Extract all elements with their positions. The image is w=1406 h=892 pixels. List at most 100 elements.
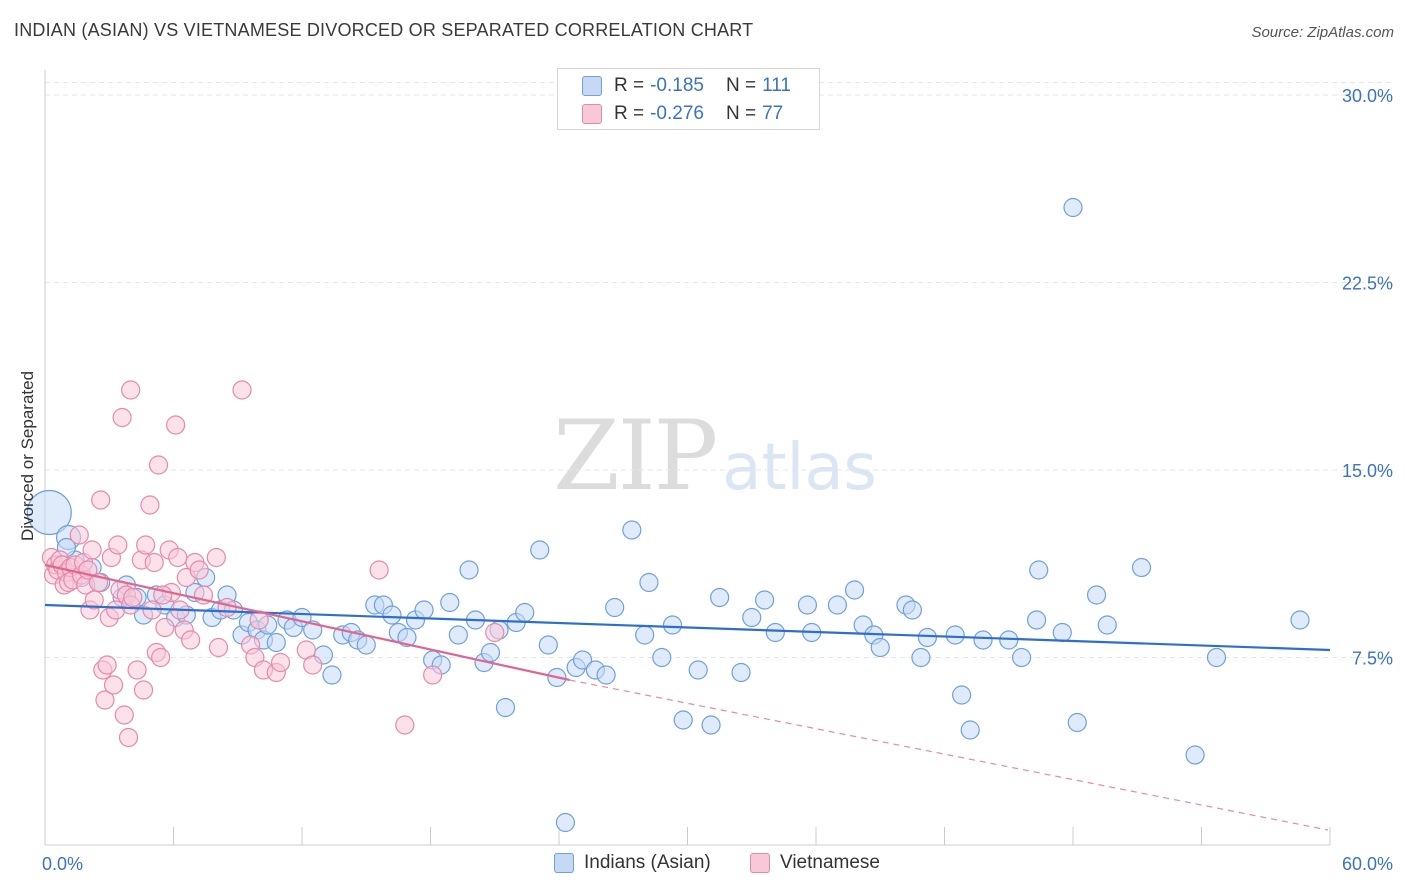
point-vietnamese — [155, 617, 175, 638]
point-vietnamese — [118, 727, 139, 748]
point-vietnamese — [97, 655, 117, 675]
swatch-vietnamese — [582, 104, 602, 124]
axes — [44, 70, 1331, 846]
point-vietnamese — [123, 587, 143, 608]
watermark: ZIPatlas — [553, 400, 877, 512]
stats-legend-row-vietnamese: R = -0.276 N = 77 — [582, 101, 783, 127]
point-vietnamese — [206, 547, 226, 568]
point-vietnamese — [133, 680, 154, 700]
legend-label-vietnamese: Vietnamese — [780, 852, 880, 873]
point-indians — [572, 650, 593, 670]
point-vietnamese — [136, 535, 156, 555]
trend-line-vietnamese — [44, 563, 570, 682]
point-vietnamese — [144, 552, 164, 573]
y-tick-label: 22.5% — [1342, 274, 1393, 294]
point-indians — [1086, 585, 1107, 605]
point-indians — [844, 580, 865, 600]
stats-legend: R = -0.185 N = 111 R = -0.276 N = 77 — [557, 68, 820, 130]
point-vietnamese — [114, 705, 134, 725]
point-indians — [1011, 647, 1032, 668]
point-indians — [459, 560, 479, 580]
point-vietnamese — [168, 547, 188, 568]
trend-line-vietnamese-extension — [569, 679, 1328, 831]
point-indians — [701, 715, 721, 735]
point-vietnamese — [270, 652, 291, 673]
source-label: Source: ZipAtlas.com — [1251, 24, 1394, 41]
point-vietnamese — [82, 540, 102, 560]
point-indians — [765, 622, 785, 643]
point-indians — [710, 587, 730, 608]
point-indians — [1052, 622, 1072, 643]
point-vietnamese — [108, 535, 128, 555]
legend-item-indians[interactable]: Indians (Asian) — [554, 852, 711, 874]
r-value-indians: -0.185 — [650, 75, 704, 96]
point-indians — [1067, 712, 1087, 733]
point-indians — [1206, 647, 1227, 668]
point-vietnamese — [303, 655, 323, 675]
point-vietnamese — [166, 415, 186, 435]
point-indians — [1131, 557, 1152, 578]
point-vietnamese — [127, 660, 147, 680]
point-vietnamese — [140, 495, 160, 515]
trend-lines — [44, 563, 1331, 831]
point-indians — [1185, 745, 1205, 765]
point-vietnamese — [112, 407, 132, 428]
series-legend: Indians (Asian) Vietnamese — [0, 852, 1406, 878]
tick-labels: 7.5% 15.0% 22.5% 30.0% 0.0% 60.0% — [42, 86, 1393, 874]
point-indians — [440, 592, 460, 613]
point-indians — [555, 812, 576, 833]
watermark-zip: ZIP — [553, 400, 718, 512]
n-value-vietnamese: 77 — [762, 103, 784, 124]
point-vietnamese — [189, 560, 209, 580]
point-vietnamese — [103, 675, 124, 695]
n-label: N = — [725, 103, 757, 124]
point-vietnamese — [208, 637, 229, 658]
legend-item-vietnamese[interactable]: Vietnamese — [750, 852, 880, 874]
point-indians — [673, 710, 693, 730]
point-indians — [911, 647, 931, 668]
r-label: R = — [614, 75, 645, 96]
point-indians — [538, 635, 558, 655]
point-indians — [1026, 610, 1047, 630]
point-indians — [495, 697, 516, 718]
point-indians — [1029, 560, 1049, 580]
point-vietnamese — [148, 455, 169, 475]
point-indians — [605, 597, 625, 618]
data-points — [26, 197, 1310, 833]
point-indians — [662, 615, 683, 635]
point-indians — [827, 595, 848, 615]
r-value-vietnamese: -0.276 — [650, 103, 704, 124]
point-vietnamese — [95, 690, 115, 710]
point-indians — [26, 489, 72, 536]
point-indians — [622, 520, 642, 540]
swatch-indians — [582, 76, 602, 96]
legend-label-indians: Indians (Asian) — [584, 852, 711, 873]
point-indians — [652, 647, 672, 668]
point-vietnamese — [121, 380, 141, 400]
point-indians — [731, 662, 751, 683]
point-vietnamese — [423, 665, 443, 685]
legend-swatch-vietnamese — [750, 853, 770, 873]
point-indians — [960, 720, 980, 740]
point-indians — [870, 637, 890, 658]
point-indians — [414, 600, 434, 620]
point-indians — [688, 660, 708, 680]
point-indians — [952, 685, 972, 705]
point-indians — [1290, 610, 1310, 630]
point-indians — [945, 625, 965, 645]
point-vietnamese — [369, 560, 389, 580]
point-indians — [902, 600, 922, 620]
point-indians — [266, 632, 286, 653]
point-vietnamese — [91, 490, 111, 510]
point-vietnamese — [181, 630, 201, 650]
y-tick-label: 7.5% — [1352, 649, 1393, 669]
point-vietnamese — [151, 647, 171, 668]
y-axis-label: Divorced or Separated — [18, 370, 37, 542]
r-label: R = — [614, 103, 645, 124]
point-indians — [356, 635, 376, 655]
point-indians — [480, 642, 501, 663]
point-indians — [448, 625, 468, 645]
point-vietnamese — [485, 622, 505, 643]
point-indians — [917, 627, 937, 648]
